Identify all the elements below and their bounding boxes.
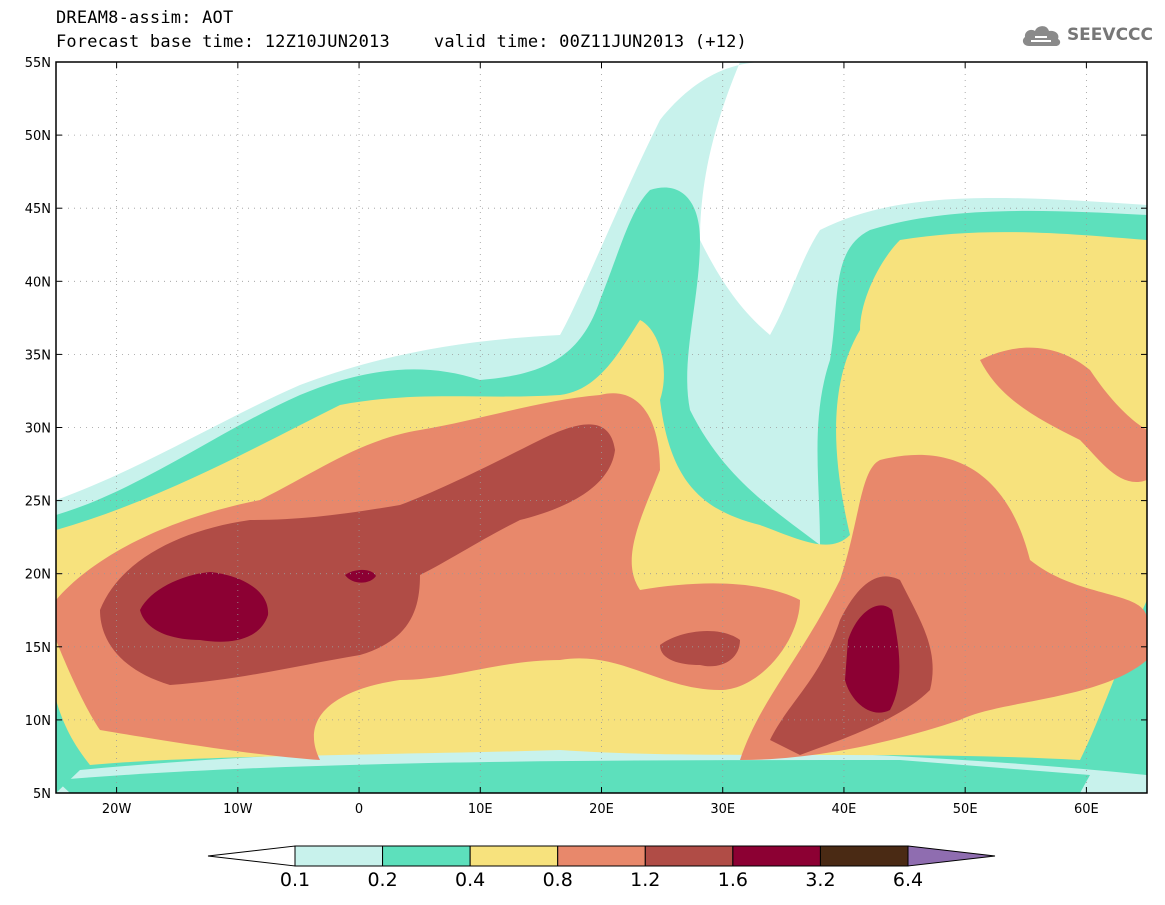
logo-text: SEEVCCC	[1066, 25, 1153, 45]
lat-label: 25N	[25, 495, 51, 510]
color-legend: 0.1 0.2 0.4 0.8 1.2 1.6 3.2 6.4	[207, 845, 996, 891]
base-time: Forecast base time: 12Z10JUN2013	[56, 32, 390, 52]
lon-label: 0	[355, 802, 363, 817]
lat-label: 55N	[25, 56, 51, 71]
lon-label: 20E	[589, 802, 614, 817]
legend-swatch	[732, 845, 821, 867]
legend-level-label: 1.2	[630, 869, 660, 891]
seevccc-logo: SEEVCCC	[1021, 22, 1153, 48]
longitude-labels: 20W 10W 0 10E 20E 30E 40E 50E 60E	[102, 802, 1099, 817]
graticule	[56, 61, 1147, 794]
legend-level-label: 0.8	[543, 869, 573, 891]
aot-field	[56, 62, 1147, 793]
lon-label: 50E	[953, 802, 978, 817]
lat-label: 10N	[25, 714, 51, 729]
lon-label: 40E	[832, 802, 857, 817]
lat-label: 45N	[25, 202, 51, 217]
legend-swatch	[294, 845, 384, 867]
lat-label: 20N	[25, 568, 51, 583]
legend-level-label: 1.6	[718, 869, 748, 891]
legend-swatch	[557, 845, 646, 867]
legend-swatch	[819, 845, 909, 867]
lat-label: 40N	[25, 275, 51, 290]
lat-label: 15N	[25, 641, 51, 656]
map-title: DREAM8-assim: AOT	[56, 8, 234, 28]
legend-arrow-high	[907, 845, 996, 867]
legend-swatch	[644, 845, 734, 867]
legend-arrow-low	[207, 845, 296, 867]
cloud-icon	[1022, 26, 1061, 46]
lat-label: 30N	[25, 422, 51, 437]
lon-label: 20W	[102, 802, 132, 817]
lat-label: 35N	[25, 348, 51, 363]
lat-label: 5N	[33, 787, 51, 802]
legend-swatch	[469, 845, 559, 867]
lon-label: 10W	[223, 802, 253, 817]
legend-level-label: 3.2	[805, 869, 835, 891]
lon-label: 10E	[468, 802, 493, 817]
lon-label: 30E	[710, 802, 735, 817]
aot-band-1-6	[140, 569, 900, 713]
legend-level-label: 0.4	[455, 869, 485, 891]
forecast-times: Forecast base time: 12Z10JUN2013 valid ti…	[56, 32, 747, 52]
legend-level-label: 0.2	[367, 869, 397, 891]
lon-label: 60E	[1074, 802, 1099, 817]
latitude-labels: 55N 50N 45N 40N 35N 30N 25N 20N 15N 10N 5N	[25, 56, 51, 802]
lat-label: 50N	[25, 129, 51, 144]
legend-level-label: 0.1	[280, 869, 310, 891]
legend-swatch	[382, 845, 471, 867]
valid-time: valid time: 00Z11JUN2013 (+12)	[433, 32, 747, 52]
legend-level-label: 6.4	[893, 869, 923, 891]
